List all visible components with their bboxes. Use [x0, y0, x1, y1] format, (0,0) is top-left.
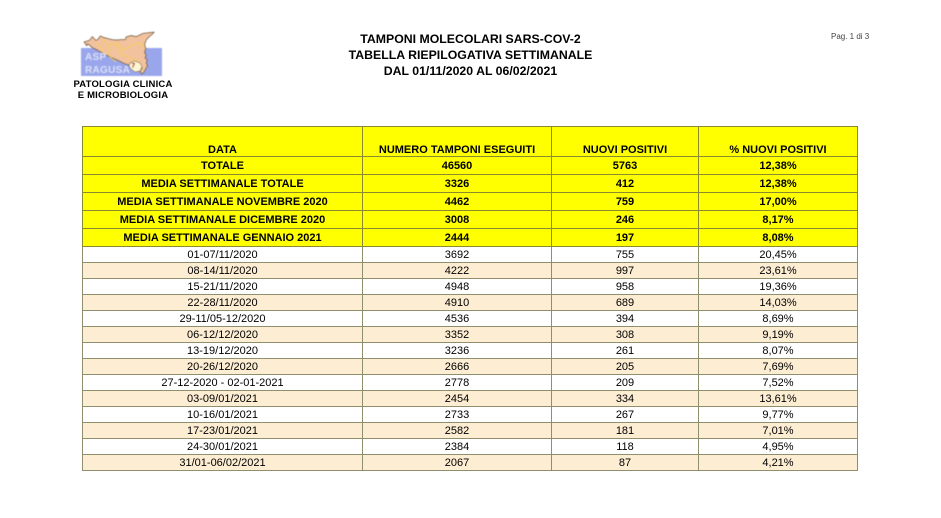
- svg-text:RAGUSA: RAGUSA: [85, 65, 130, 76]
- svg-text:ASP: ASP: [85, 52, 106, 63]
- svg-text:7: 7: [132, 63, 136, 70]
